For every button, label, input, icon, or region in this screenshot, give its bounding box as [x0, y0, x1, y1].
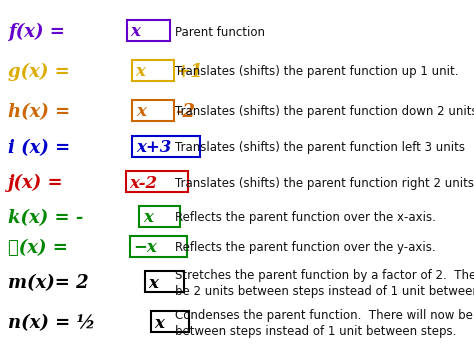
Text: Translates (shifts) the parent function up 1 unit.: Translates (shifts) the parent function … — [175, 66, 458, 78]
Text: Translates (shifts) the parent function down 2 units.: Translates (shifts) the parent function … — [175, 105, 474, 119]
Text: x: x — [130, 23, 140, 40]
Bar — [126, 171, 188, 192]
Text: Reflects the parent function over the y-axis.: Reflects the parent function over the y-… — [175, 241, 436, 255]
Text: f(x) =: f(x) = — [8, 23, 71, 41]
Text: Reflects the parent function over the x-axis.: Reflects the parent function over the x-… — [175, 212, 436, 224]
Text: +1: +1 — [175, 63, 203, 81]
Text: i (x) =: i (x) = — [8, 139, 76, 157]
Text: Condenses the parent function.  There will now be a half unit
between steps inst: Condenses the parent function. There wil… — [175, 308, 474, 338]
Text: Translates (shifts) the parent function right 2 units: Translates (shifts) the parent function … — [175, 176, 474, 190]
Text: x: x — [155, 315, 164, 332]
Bar — [139, 206, 180, 227]
Bar — [130, 236, 187, 257]
Text: x+3: x+3 — [136, 140, 171, 157]
Text: n(x) = ½: n(x) = ½ — [8, 314, 95, 332]
Bar — [127, 20, 170, 41]
Text: ℓ(x) =: ℓ(x) = — [8, 239, 74, 257]
Text: k(x) = -: k(x) = - — [8, 209, 83, 227]
Bar — [132, 136, 200, 157]
Text: Stretches the parent function by a factor of 2.  There will now
be 2 units betwe: Stretches the parent function by a facto… — [175, 268, 474, 297]
Bar — [145, 271, 184, 293]
Text: -2: -2 — [175, 103, 195, 121]
Bar — [132, 60, 174, 81]
Text: x: x — [143, 209, 153, 226]
Text: m(x)= 2: m(x)= 2 — [8, 274, 89, 292]
Text: −x: −x — [134, 240, 157, 257]
Bar — [132, 100, 174, 121]
Text: Translates (shifts) the parent function left 3 units: Translates (shifts) the parent function … — [175, 142, 465, 154]
Text: x: x — [148, 274, 158, 291]
Text: h(x) =: h(x) = — [8, 103, 76, 121]
Text: x: x — [136, 64, 146, 81]
Text: x-2: x-2 — [129, 175, 157, 191]
Bar — [151, 311, 189, 332]
Text: g(x) =: g(x) = — [8, 63, 76, 81]
Text: j(x) =: j(x) = — [8, 174, 70, 192]
Text: x: x — [136, 104, 146, 120]
Text: Parent function: Parent function — [175, 26, 265, 38]
